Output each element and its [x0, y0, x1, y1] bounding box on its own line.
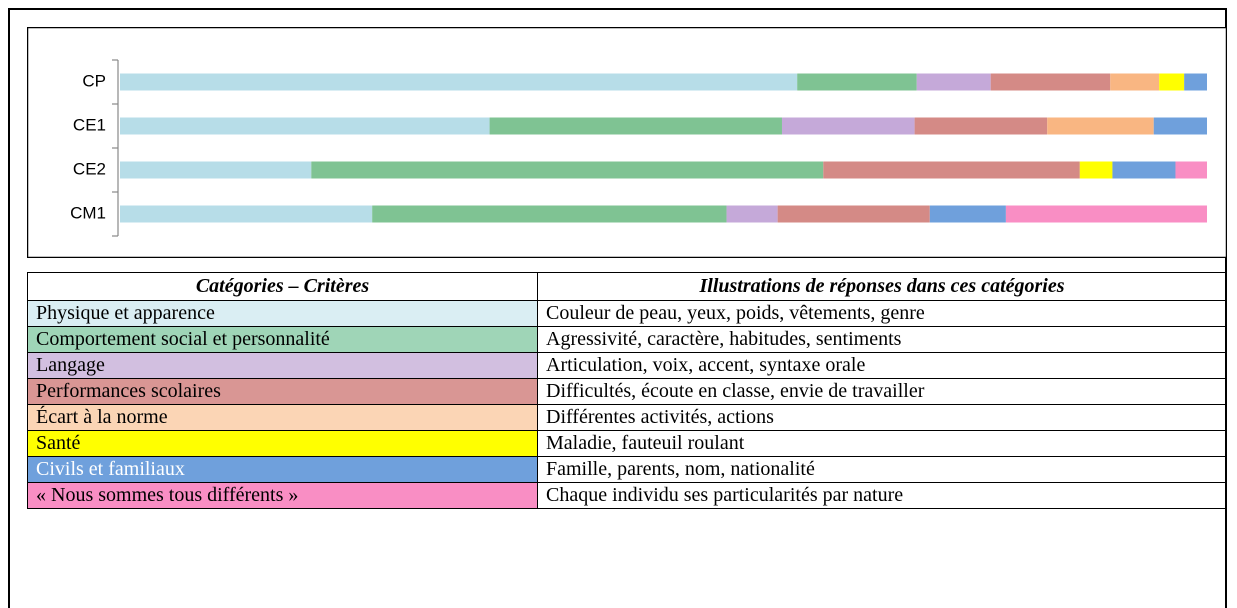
table-row: Performances scolaires Difficultés, écout… — [27, 378, 1227, 405]
bar-segment — [1175, 161, 1207, 179]
bar-segment — [916, 73, 991, 91]
table-header: Catégories – Critères Illustrations de r… — [27, 272, 1227, 301]
legend-table: Catégories – Critères Illustrations de r… — [27, 272, 1227, 509]
bar-segment — [372, 205, 727, 223]
chart-border — [27, 27, 1227, 258]
bar-segment — [797, 73, 917, 91]
bar-segment — [1047, 117, 1154, 135]
table-row: Civils et familiaux Famille, parents, nom… — [27, 456, 1227, 483]
table-row: Écart à la norme Différentes activités, a… — [27, 404, 1227, 431]
bar-segment — [1112, 161, 1176, 179]
bar-segment — [120, 161, 312, 179]
header-cell: Illustrations de réponses dans ces catég… — [537, 272, 1227, 301]
bar-segment — [1184, 73, 1207, 91]
bar-segment — [120, 205, 373, 223]
illustration-cell: Différentes activités, actions — [537, 404, 1227, 431]
illustration-cell: Agressivité, caractère, habitudes, senti… — [537, 326, 1227, 353]
bar-segment — [823, 161, 1080, 179]
bar-segment — [311, 161, 824, 179]
bar-segment — [120, 73, 798, 91]
category-cell: Comportement social et personnalité — [27, 326, 538, 353]
bar-segment — [726, 205, 778, 223]
y-tick-label: CM1 — [70, 203, 106, 222]
header-cell: Catégories – Critères — [27, 272, 538, 301]
y-tick-label: CE2 — [73, 159, 106, 178]
bar-segment — [781, 117, 915, 135]
table-row: Physique et apparence Couleur de peau, ye… — [27, 300, 1227, 327]
table-row: Comportement social et personnalité Agres… — [27, 326, 1227, 353]
bar-segment — [1079, 161, 1113, 179]
y-tick-label: CP — [82, 71, 106, 90]
illustration-cell: Maladie, fauteuil roulant — [537, 430, 1227, 457]
illustration-cell: Couleur de peau, yeux, poids, vêtements,… — [537, 300, 1227, 327]
category-cell: Écart à la norme — [27, 404, 538, 431]
category-cell: Performances scolaires — [27, 378, 538, 405]
bar-segment — [120, 117, 490, 135]
category-cell: Langage — [27, 352, 538, 379]
category-cell: Civils et familiaux — [27, 456, 538, 483]
bar-segment — [777, 205, 930, 223]
bar-segment — [914, 117, 1048, 135]
bar-segment — [1153, 117, 1207, 135]
illustration-cell: Famille, parents, nom, nationalité — [537, 456, 1227, 483]
illustration-cell: Chaque individu ses particularités par n… — [537, 482, 1227, 509]
table-row: Santé Maladie, fauteuil roulant — [27, 430, 1227, 457]
category-cell: Physique et apparence — [27, 300, 538, 327]
bar-segment — [1159, 73, 1185, 91]
illustration-cell: Articulation, voix, accent, syntaxe oral… — [537, 352, 1227, 379]
table-row: Langage Articulation, voix, accent, synta… — [27, 352, 1227, 379]
category-cell: Santé — [27, 430, 538, 457]
bar-segment — [990, 73, 1111, 91]
bar-segment — [1005, 205, 1207, 223]
bar-segment — [489, 117, 782, 135]
y-tick-label: CE1 — [73, 115, 106, 134]
bar-segment — [1110, 73, 1160, 91]
chart: CP CE1 CE2 CM1 — [27, 27, 1227, 258]
category-cell: « Nous sommes tous différents » — [27, 482, 538, 509]
illustration-cell: Difficultés, écoute en classe, envie de … — [537, 378, 1227, 405]
bar-segment — [929, 205, 1006, 223]
table-row: « Nous sommes tous différents » Chaque in… — [27, 482, 1227, 509]
